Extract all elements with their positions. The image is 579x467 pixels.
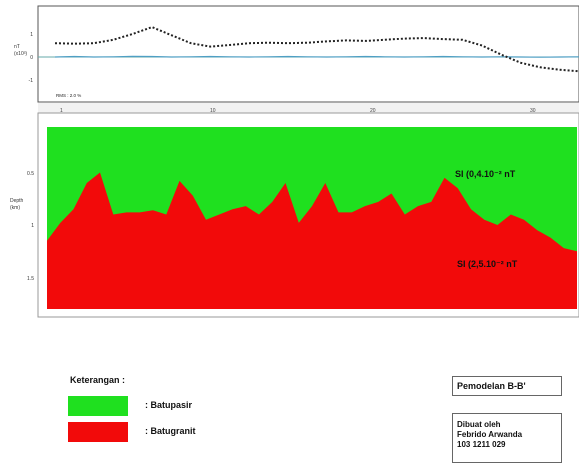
x-tick: 20 — [370, 108, 376, 114]
rms-label: RMS : 2.0 % — [56, 93, 81, 98]
depth-tick: 0.5 — [27, 171, 34, 177]
model-title-box: Pemodelan B-B' — [452, 376, 562, 396]
batupasir-swatch — [68, 396, 128, 416]
depth-label-1: Depth — [10, 198, 24, 204]
batugranit-label: : Batugranit — [145, 426, 196, 436]
depth-tick: 1 — [31, 223, 34, 229]
calculated-anomaly-line — [54, 55, 579, 58]
anomaly-y-tick: 0 — [30, 55, 33, 61]
depth-tick: 1.5 — [27, 276, 34, 282]
anomaly-y-tick: 1 — [30, 32, 33, 38]
legend-title: Keterangan : — [70, 375, 126, 385]
axis-strip — [38, 103, 579, 113]
author-line: Febrido Arwanda — [457, 430, 523, 439]
anomaly-y-label-2: (x10³) — [14, 51, 27, 57]
batugranit-swatch — [68, 422, 128, 442]
anomaly-y-label-1: nT — [14, 44, 20, 50]
observed-anomaly-line — [54, 26, 579, 73]
lower-layer-label: SI (2,5.10⁻² nT — [457, 259, 518, 269]
anomaly-y-tick: -1 — [29, 78, 34, 84]
author-line: 103 1211 029 — [457, 440, 506, 449]
batugranit-layer — [47, 172, 577, 309]
depth-label-2: (km) — [10, 205, 20, 211]
anomaly-panel — [37, 5, 579, 103]
x-tick: 10 — [210, 108, 216, 114]
author-line: Dibuat oleh — [457, 420, 501, 429]
x-tick: 30 — [530, 108, 536, 114]
upper-layer-label: SI (0,4.10⁻² nT — [455, 169, 516, 179]
x-tick: 1 — [60, 108, 63, 114]
author-box: Dibuat oleh Febrido Arwanda 103 1211 029 — [452, 413, 562, 463]
batupasir-label: : Batupasir — [145, 400, 193, 410]
